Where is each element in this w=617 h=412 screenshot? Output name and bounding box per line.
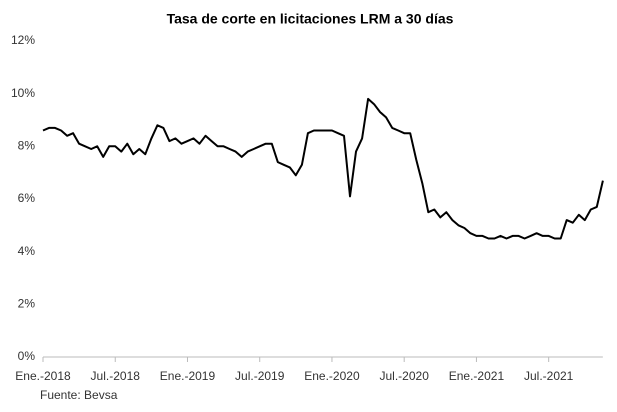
source-note: Fuente: Bevsa xyxy=(40,388,118,402)
y-tick-label: 4% xyxy=(18,244,36,258)
y-tick-label: 10% xyxy=(11,86,35,100)
chart-title: Tasa de corte en licitaciones LRM a 30 d… xyxy=(167,11,454,27)
y-tick-label: 8% xyxy=(18,139,36,153)
x-tick-label: Jul.-2018 xyxy=(91,369,141,383)
y-tick-label: 6% xyxy=(18,191,36,205)
y-tick-label: 12% xyxy=(11,33,35,47)
y-tick-label: 0% xyxy=(18,349,36,363)
line-series xyxy=(42,97,604,240)
x-tick-label: Ene.-2019 xyxy=(160,369,216,383)
y-tick-label: 2% xyxy=(18,297,36,311)
x-tick-label: Ene.-2020 xyxy=(304,369,360,383)
x-tick-label: Jul.-2020 xyxy=(380,369,430,383)
x-tick-label: Jul.-2021 xyxy=(524,369,574,383)
x-tick-label: Jul.-2019 xyxy=(235,369,285,383)
x-tick-label: Ene.-2018 xyxy=(15,369,71,383)
x-tick-label: Ene.-2021 xyxy=(449,369,505,383)
